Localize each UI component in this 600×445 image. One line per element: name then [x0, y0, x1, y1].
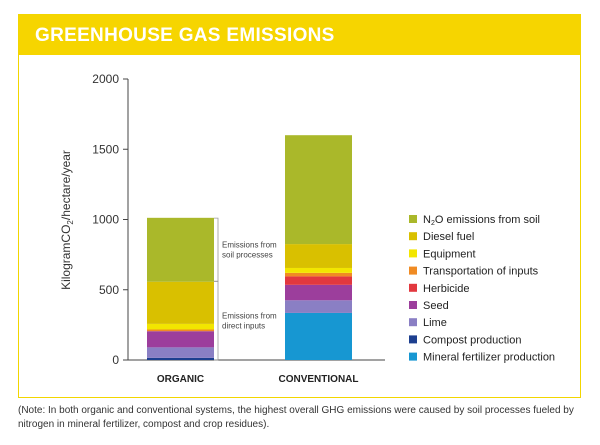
- chart-title: GREENHOUSE GAS EMISSIONS: [35, 25, 335, 46]
- bar-segment: [285, 135, 352, 245]
- bar-segment: [285, 267, 352, 273]
- bar-segment: [147, 331, 214, 348]
- legend-swatch: [409, 266, 417, 275]
- annotation-bracket: [214, 280, 219, 361]
- y-axis-label: KilogramCO2/hectare/year: [59, 150, 75, 290]
- y-tick-label: 2000: [92, 72, 119, 86]
- x-category-label: CONVENTIONAL: [279, 374, 359, 385]
- legend-swatch: [409, 232, 417, 241]
- title-banner: GREENHOUSE GAS EMISSIONS: [19, 15, 580, 55]
- legend-swatch: [409, 352, 417, 361]
- legend-label: Diesel fuel: [423, 231, 474, 243]
- legend-label: Compost production: [423, 334, 521, 346]
- bar-segment: [147, 329, 214, 332]
- annotation-bracket: [214, 217, 219, 282]
- bar-segment: [285, 300, 352, 313]
- legend-label: N2O emissions from soil: [423, 214, 540, 227]
- y-tick-label: 500: [99, 283, 119, 297]
- legend-label: Lime: [423, 317, 447, 329]
- y-tick-label: 1000: [92, 213, 119, 227]
- legend-swatch: [409, 215, 417, 223]
- annotation-label: Emissions from soil processes: [222, 241, 277, 260]
- bar-segment: [285, 276, 352, 285]
- bar-segment: [285, 284, 352, 301]
- y-tick-label: 1500: [92, 142, 119, 156]
- footnote: (Note: In both organic and conventional …: [18, 405, 574, 430]
- legend-label: Mineral fertilizer production: [423, 352, 555, 364]
- bar-segment: [147, 217, 214, 282]
- legend-swatch: [409, 335, 417, 344]
- annotation-label: Emissions from direct inputs: [222, 312, 277, 331]
- stacked-bar-chart: 0 500 1000 1500 2000 KilogramCO2/hectare/year…: [59, 72, 555, 385]
- legend-swatch: [409, 249, 417, 258]
- bar-segment: [147, 347, 214, 358]
- bar-segment: [147, 281, 214, 324]
- y-tick-label: 0: [112, 353, 119, 367]
- bar-segment: [147, 357, 214, 360]
- bar-segment: [285, 312, 352, 360]
- legend-label: Seed: [423, 300, 449, 312]
- legend-swatch: [409, 283, 417, 292]
- bar-segment: [147, 323, 214, 330]
- chart-panel: GREENHOUSE GAS EMISSIONS: [18, 14, 581, 398]
- legend-label: Herbicide: [423, 283, 469, 295]
- legend-swatch: [409, 318, 417, 327]
- legend-label: Equipment: [423, 248, 476, 260]
- legend-swatch: [409, 301, 417, 309]
- legend-label: Transportation of inputs: [423, 266, 539, 278]
- bar-segment: [285, 244, 352, 268]
- bar-segment: [285, 272, 352, 277]
- x-category-label: ORGANIC: [157, 374, 204, 385]
